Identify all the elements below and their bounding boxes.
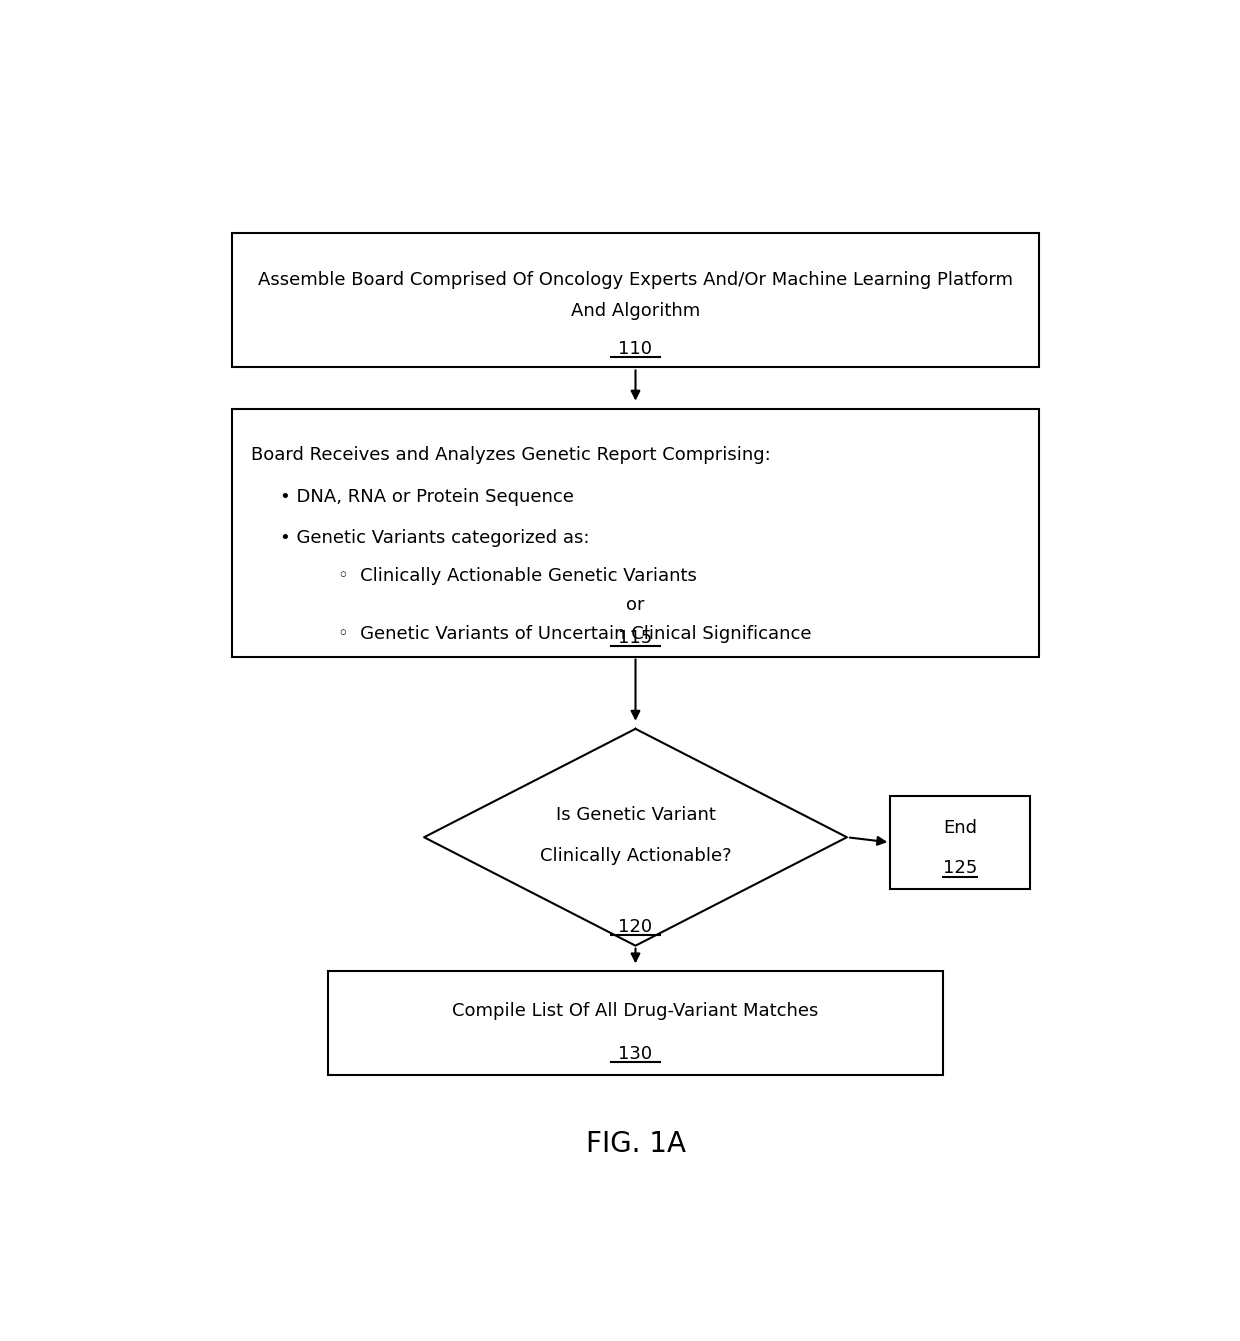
Text: Board Receives and Analyzes Genetic Report Comprising:: Board Receives and Analyzes Genetic Repo…: [250, 447, 771, 464]
Text: or: or: [626, 595, 645, 614]
Text: End: End: [942, 819, 977, 838]
Text: Clinically Actionable?: Clinically Actionable?: [539, 846, 732, 865]
Text: And Algorithm: And Algorithm: [570, 302, 701, 320]
FancyBboxPatch shape: [890, 797, 1029, 889]
Text: Assemble Board Comprised Of Oncology Experts And/Or Machine Learning Platform: Assemble Board Comprised Of Oncology Exp…: [258, 271, 1013, 290]
Text: 120: 120: [619, 919, 652, 936]
FancyBboxPatch shape: [232, 409, 1039, 657]
Text: ◦  Clinically Actionable Genetic Variants: ◦ Clinically Actionable Genetic Variants: [337, 567, 697, 585]
Text: 115: 115: [619, 629, 652, 646]
Text: 110: 110: [619, 339, 652, 358]
Text: • DNA, RNA or Protein Sequence: • DNA, RNA or Protein Sequence: [280, 488, 574, 506]
FancyBboxPatch shape: [327, 971, 944, 1074]
Text: • Genetic Variants categorized as:: • Genetic Variants categorized as:: [280, 528, 589, 547]
Text: 125: 125: [942, 860, 977, 877]
Text: 130: 130: [619, 1045, 652, 1063]
Text: FIG. 1A: FIG. 1A: [585, 1130, 686, 1157]
FancyBboxPatch shape: [232, 233, 1039, 367]
Text: Compile List Of All Drug-Variant Matches: Compile List Of All Drug-Variant Matches: [453, 1002, 818, 1019]
Text: Is Genetic Variant: Is Genetic Variant: [556, 806, 715, 823]
Polygon shape: [424, 730, 847, 945]
Text: ◦  Genetic Variants of Uncertain Clinical Significance: ◦ Genetic Variants of Uncertain Clinical…: [337, 625, 811, 642]
